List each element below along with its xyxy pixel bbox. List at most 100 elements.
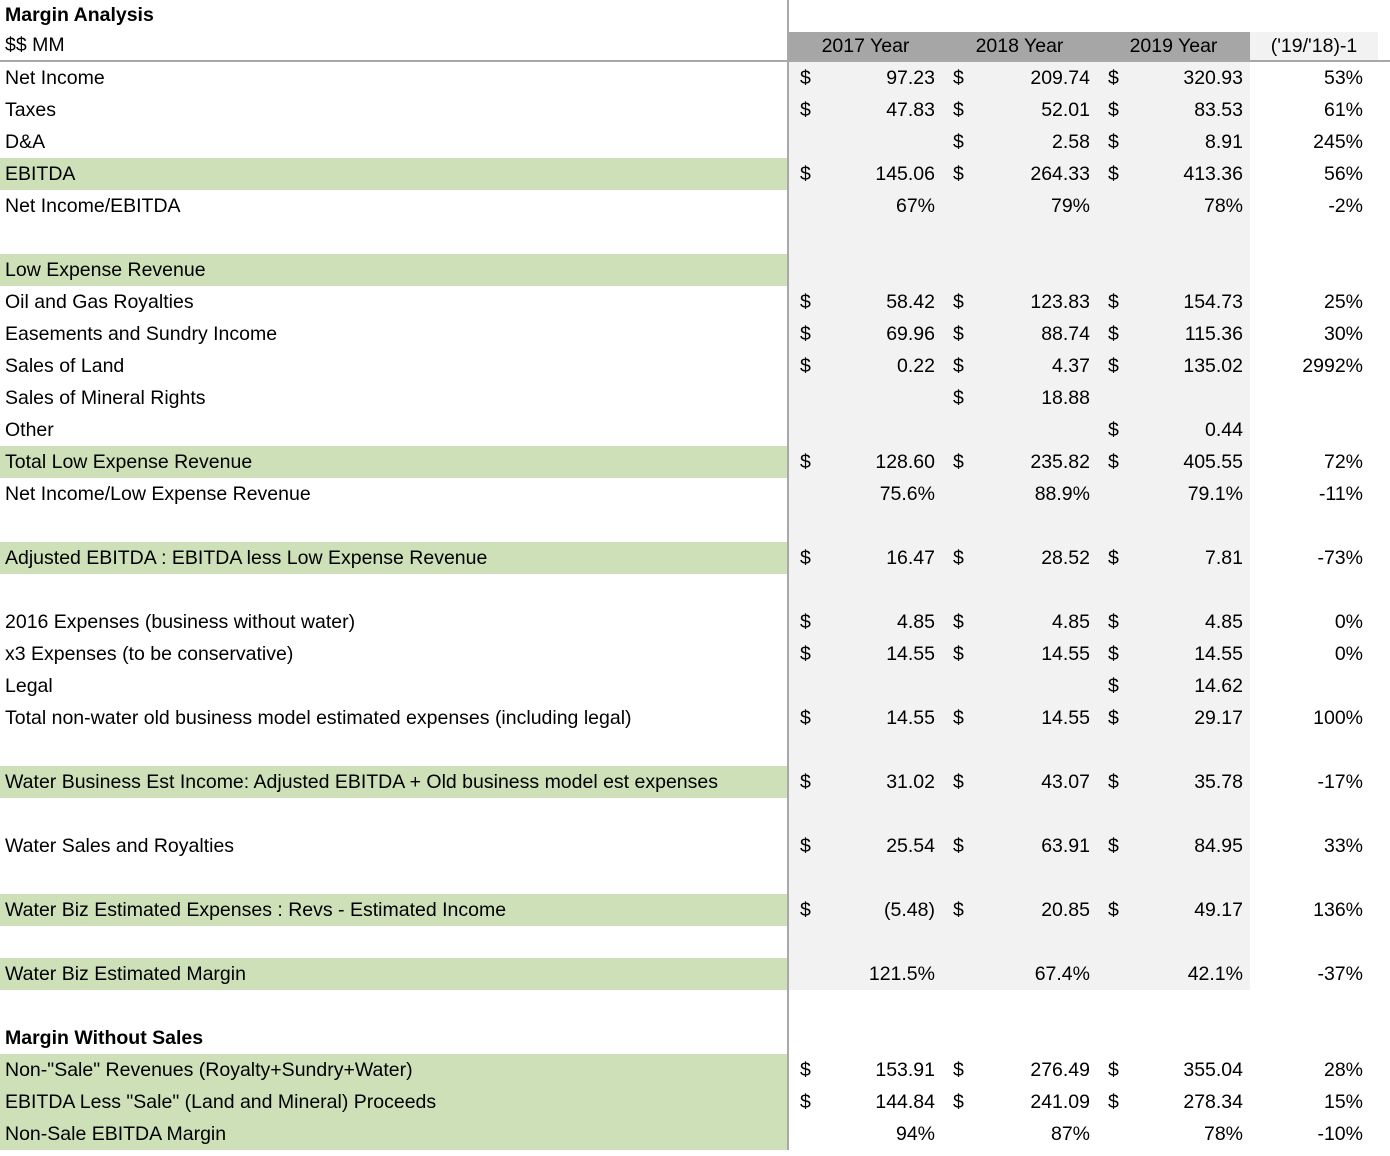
- cell-2018[interactable]: $4.37: [942, 350, 1097, 382]
- cell-growth[interactable]: 56%: [1323, 163, 1363, 185]
- cell-2018[interactable]: $28.52: [942, 542, 1097, 574]
- cell-2017[interactable]: [789, 926, 942, 958]
- cell-2019[interactable]: $7.81: [1097, 542, 1250, 574]
- row-label[interactable]: Legal: [5, 675, 53, 697]
- row-label[interactable]: Non-Sale EBITDA Margin: [0, 1118, 787, 1150]
- cell-2019[interactable]: $413.36: [1097, 158, 1250, 190]
- header-2017[interactable]: 2017 Year: [789, 32, 942, 60]
- row-label[interactable]: Margin Without Sales: [5, 1027, 204, 1049]
- cell-2019[interactable]: $8.91: [1097, 126, 1250, 158]
- cell-2017[interactable]: [789, 222, 942, 254]
- cell-growth[interactable]: [1250, 414, 1380, 446]
- row-label[interactable]: [0, 862, 787, 894]
- cell-2017[interactable]: $16.47: [789, 542, 942, 574]
- cell-2019[interactable]: $29.17: [1097, 702, 1250, 734]
- cell-growth[interactable]: -10%: [1317, 1123, 1363, 1145]
- cell-2018[interactable]: $264.33: [942, 158, 1097, 190]
- cell-growth[interactable]: 33%: [1323, 835, 1363, 857]
- cell-2017[interactable]: $58.42: [789, 286, 942, 318]
- cell-2019[interactable]: $135.02: [1097, 350, 1250, 382]
- row-label[interactable]: Water Biz Estimated Expenses : Revs - Es…: [0, 894, 787, 926]
- row-label[interactable]: Net Income/EBITDA: [5, 195, 181, 217]
- cell-2017[interactable]: $69.96: [789, 318, 942, 350]
- cell-growth[interactable]: -2%: [1328, 195, 1363, 217]
- cell-2019[interactable]: $14.55: [1097, 638, 1250, 670]
- cell-growth[interactable]: -17%: [1317, 771, 1363, 793]
- cell-growth[interactable]: -37%: [1317, 963, 1363, 985]
- cell-growth[interactable]: -11%: [1318, 483, 1363, 505]
- cell-growth[interactable]: [1250, 926, 1380, 958]
- cell-2017[interactable]: [789, 414, 942, 446]
- units-label[interactable]: $$ MM: [5, 34, 65, 56]
- cell-2019[interactable]: $154.73: [1097, 286, 1250, 318]
- row-label[interactable]: Water Business Est Income: Adjusted EBIT…: [0, 766, 787, 798]
- cell-growth[interactable]: 28%: [1323, 1059, 1363, 1081]
- cell-2017[interactable]: $144.84: [789, 1086, 942, 1118]
- row-label[interactable]: Other: [5, 419, 54, 441]
- cell-growth[interactable]: 0%: [1334, 611, 1363, 633]
- cell-growth[interactable]: [1250, 734, 1380, 766]
- cell-2019[interactable]: $115.36: [1097, 318, 1250, 350]
- row-label[interactable]: Total Low Expense Revenue: [0, 446, 787, 478]
- row-label[interactable]: Taxes: [5, 99, 56, 121]
- cell-2017[interactable]: 75.6%: [789, 478, 942, 510]
- cell-2019[interactable]: $278.34: [1097, 1086, 1250, 1118]
- cell-growth[interactable]: 15%: [1323, 1091, 1363, 1113]
- cell-growth[interactable]: [1250, 222, 1380, 254]
- row-label[interactable]: [0, 798, 787, 830]
- cell-2017[interactable]: [789, 734, 942, 766]
- cell-growth[interactable]: 53%: [1323, 67, 1363, 89]
- row-label[interactable]: Non-"Sale" Revenues (Royalty+Sundry+Wate…: [0, 1054, 787, 1086]
- row-label[interactable]: Adjusted EBITDA : EBITDA less Low Expens…: [0, 542, 787, 574]
- cell-2017[interactable]: $31.02: [789, 766, 942, 798]
- cell-growth[interactable]: [1250, 862, 1380, 894]
- cell-2017[interactable]: $128.60: [789, 446, 942, 478]
- cell-2019[interactable]: [1097, 862, 1250, 894]
- cell-growth[interactable]: 2992%: [1302, 355, 1363, 377]
- row-label[interactable]: [0, 734, 787, 766]
- cell-2017[interactable]: $14.55: [789, 638, 942, 670]
- cell-growth[interactable]: 100%: [1313, 707, 1363, 729]
- cell-2019[interactable]: [1097, 734, 1250, 766]
- cell-growth[interactable]: [1250, 382, 1380, 414]
- cell-2019[interactable]: $4.85: [1097, 606, 1250, 638]
- cell-2019[interactable]: [1097, 510, 1250, 542]
- cell-2019[interactable]: $49.17: [1097, 894, 1250, 926]
- cell-2018[interactable]: $241.09: [942, 1086, 1097, 1118]
- row-label[interactable]: EBITDA Less "Sale" (Land and Mineral) Pr…: [0, 1086, 787, 1118]
- sheet-title[interactable]: Margin Analysis: [5, 4, 154, 26]
- cell-2019[interactable]: [1097, 926, 1250, 958]
- cell-2018[interactable]: $20.85: [942, 894, 1097, 926]
- row-label[interactable]: 2016 Expenses (business without water): [5, 611, 356, 633]
- cell-2017[interactable]: 121.5%: [789, 958, 942, 990]
- cell-2017[interactable]: [789, 1022, 942, 1054]
- cell-2017[interactable]: 67%: [789, 190, 942, 222]
- cell-2018[interactable]: [942, 670, 1097, 702]
- cell-2018[interactable]: [942, 990, 1097, 1022]
- row-label[interactable]: Oil and Gas Royalties: [5, 291, 194, 313]
- cell-2017[interactable]: $ (5.48): [789, 894, 942, 926]
- cell-2017[interactable]: $145.06: [789, 158, 942, 190]
- cell-growth[interactable]: [1250, 798, 1380, 830]
- cell-2019[interactable]: [1097, 574, 1250, 606]
- cell-growth[interactable]: -73%: [1317, 547, 1363, 569]
- cell-2018[interactable]: $235.82: [942, 446, 1097, 478]
- cell-2017[interactable]: [789, 670, 942, 702]
- header-2018[interactable]: 2018 Year: [942, 32, 1097, 60]
- cell-2019[interactable]: $35.78: [1097, 766, 1250, 798]
- cell-2018[interactable]: [942, 222, 1097, 254]
- cell-growth[interactable]: 25%: [1323, 291, 1363, 313]
- cell-2017[interactable]: $47.83: [789, 94, 942, 126]
- row-label[interactable]: D&A: [5, 131, 46, 153]
- cell-2019[interactable]: 42.1%: [1097, 958, 1250, 990]
- row-label[interactable]: [0, 990, 787, 1022]
- cell-2017[interactable]: $0.22: [789, 350, 942, 382]
- cell-2018[interactable]: $4.85: [942, 606, 1097, 638]
- cell-2019[interactable]: [1097, 990, 1250, 1022]
- row-label[interactable]: Sales of Land: [5, 355, 125, 377]
- cell-2019[interactable]: 78%: [1097, 1118, 1250, 1150]
- cell-2017[interactable]: $153.91: [789, 1054, 942, 1086]
- cell-growth[interactable]: [1250, 670, 1380, 702]
- cell-2019[interactable]: [1097, 222, 1250, 254]
- cell-2018[interactable]: [942, 574, 1097, 606]
